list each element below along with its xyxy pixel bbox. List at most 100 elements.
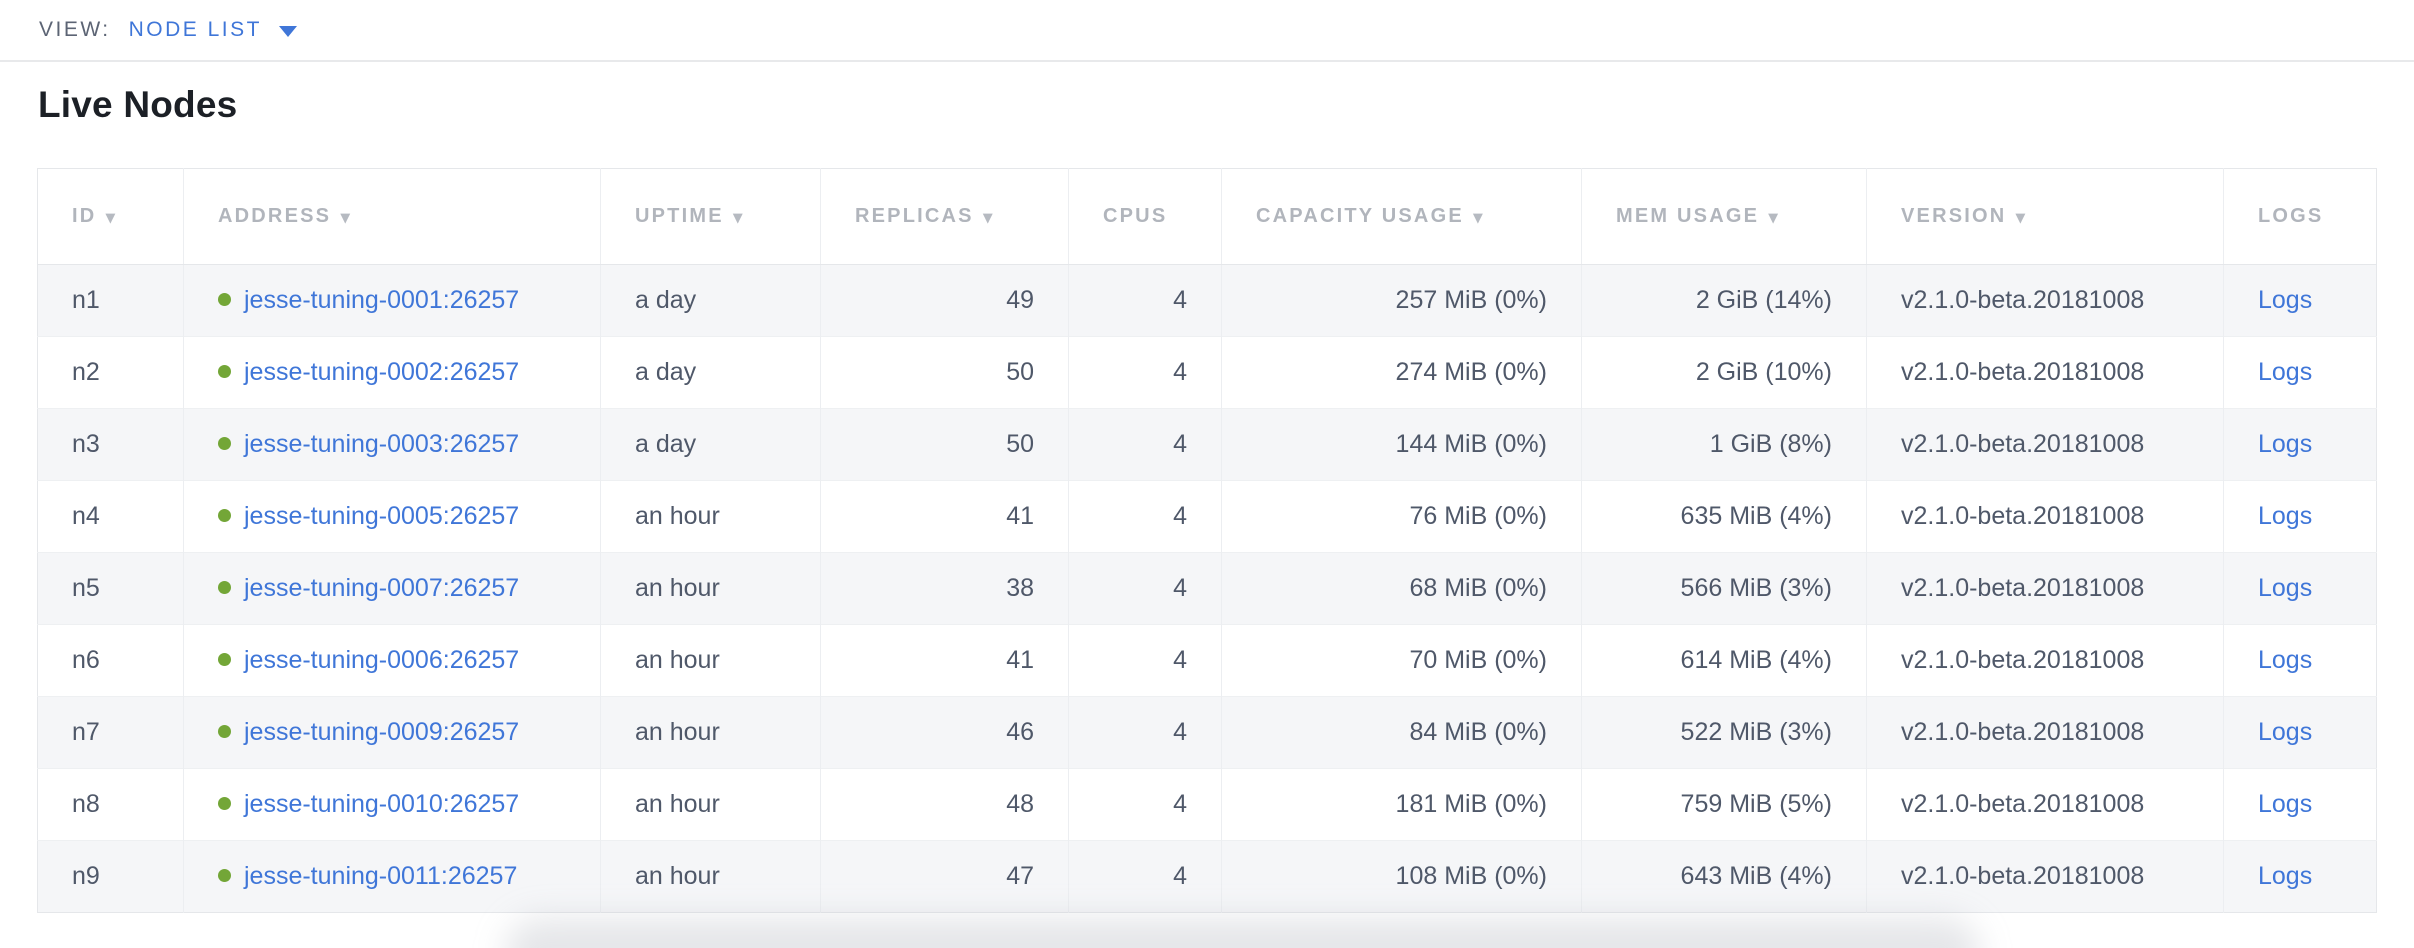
sort-caret-icon: ▼ [340,211,353,226]
column-header-version[interactable]: VERSION ▼ [1866,168,2224,265]
node-logs-link[interactable]: Logs [2258,790,2313,818]
view-selector-dropdown[interactable]: NODE LIST [129,18,297,42]
sort-caret-icon: ▼ [1768,211,1781,226]
cell-id: n6 [37,624,184,697]
live-status-dot [218,365,231,379]
column-label: LOGS [2258,205,2324,227]
cell-logs: Logs [2223,480,2377,553]
node-address-link[interactable]: jesse-tuning-0003:26257 [244,430,520,458]
cell-cpus: 4 [1068,768,1222,841]
page-title: Live Nodes [38,84,238,125]
node-logs-link[interactable]: Logs [2258,646,2313,674]
cell-cpus: 4 [1068,408,1222,481]
table-header-row: ID ▼ ADDRESS ▼ UPTIME ▼ REPLICAS ▼ CPUS CAPACITY … [37,168,2377,265]
cell-mem: 759 MiB (5%) [1581,768,1867,841]
node-logs-link[interactable]: Logs [2258,718,2313,746]
cell-address: jesse-tuning-0011:26257 [183,840,601,913]
column-label: MEM USAGE [1616,205,1760,227]
node-address-link[interactable]: jesse-tuning-0006:26257 [244,646,520,674]
node-logs-link[interactable]: Logs [2258,862,2313,890]
node-address-link[interactable]: jesse-tuning-0011:26257 [244,862,518,890]
cell-address: jesse-tuning-0010:26257 [183,768,601,841]
node-row-n4: n4 jesse-tuning-0005:26257 an hour 41 4 76 Mi… [37,480,2377,553]
cell-uptime: an hour [600,696,821,769]
cell-capacity: 76 MiB (0%) [1221,480,1582,553]
node-address-link[interactable]: jesse-tuning-0010:26257 [244,790,520,818]
cell-mem: 614 MiB (4%) [1581,624,1867,697]
cell-logs: Logs [2223,840,2377,913]
cell-mem: 522 MiB (3%) [1581,696,1867,769]
cell-logs: Logs [2223,408,2377,481]
column-header-capacity[interactable]: CAPACITY USAGE ▼ [1221,168,1582,265]
node-logs-link[interactable]: Logs [2258,286,2313,314]
column-label: UPTIME [635,205,724,227]
cell-capacity: 274 MiB (0%) [1221,336,1582,409]
column-label: VERSION [1901,205,2007,227]
node-logs-link[interactable]: Logs [2258,358,2313,386]
cell-replicas: 49 [820,264,1069,337]
cell-capacity: 144 MiB (0%) [1221,408,1582,481]
node-address-link[interactable]: jesse-tuning-0002:26257 [244,358,520,386]
view-label: VIEW: [39,18,111,41]
cell-id: n5 [37,552,184,625]
column-label: CAPACITY USAGE [1256,205,1464,227]
node-row-n6: n6 jesse-tuning-0006:26257 an hour 41 4 70 Mi… [37,624,2377,697]
column-header-id[interactable]: ID ▼ [37,168,184,265]
sort-caret-icon: ▼ [1472,211,1486,226]
column-header-cpus: CPUS [1068,168,1222,265]
column-header-uptime[interactable]: UPTIME ▼ [600,168,821,265]
cell-uptime: an hour [600,624,821,697]
cell-mem: 2 GiB (10%) [1581,336,1867,409]
cell-version: v2.1.0-beta.20181008 [1866,840,2224,913]
cell-id: n4 [37,480,184,553]
view-selected-value: NODE LIST [128,18,262,41]
column-header-logs: LOGS [2223,168,2377,265]
cell-logs: Logs [2223,768,2377,841]
node-logs-link[interactable]: Logs [2258,430,2313,458]
cell-replicas: 48 [820,768,1069,841]
cell-uptime: an hour [600,552,821,625]
node-logs-link[interactable]: Logs [2258,502,2313,530]
cell-logs: Logs [2223,552,2377,625]
cell-uptime: a day [600,336,821,409]
node-address-link[interactable]: jesse-tuning-0009:26257 [244,718,520,746]
cell-id: n2 [37,336,184,409]
cell-cpus: 4 [1068,336,1222,409]
cell-version: v2.1.0-beta.20181008 [1866,696,2224,769]
cell-replicas: 38 [820,552,1069,625]
cell-version: v2.1.0-beta.20181008 [1866,408,2224,481]
node-address-link[interactable]: jesse-tuning-0001:26257 [244,286,520,314]
cell-capacity: 257 MiB (0%) [1221,264,1582,337]
cell-replicas: 47 [820,840,1069,913]
column-label: ID [72,205,97,227]
node-address-link[interactable]: jesse-tuning-0007:26257 [244,574,520,602]
cell-version: v2.1.0-beta.20181008 [1866,768,2224,841]
node-logs-link[interactable]: Logs [2258,574,2313,602]
cell-cpus: 4 [1068,264,1222,337]
cell-address: jesse-tuning-0009:26257 [183,696,601,769]
node-row-n1: n1 jesse-tuning-0001:26257 a day 49 4 257 MiB… [37,264,2377,337]
cell-replicas: 41 [820,624,1069,697]
cell-uptime: an hour [600,480,821,553]
node-row-n2: n2 jesse-tuning-0002:26257 a day 50 4 274 MiB… [37,336,2377,409]
cell-replicas: 50 [820,408,1069,481]
node-row-n5: n5 jesse-tuning-0007:26257 an hour 38 4 68 Mi… [37,552,2377,625]
sort-caret-icon: ▼ [2015,211,2028,226]
column-header-replicas[interactable]: REPLICAS ▼ [820,168,1069,265]
cell-replicas: 50 [820,336,1069,409]
node-address-link[interactable]: jesse-tuning-0005:26257 [244,502,520,530]
column-header-mem[interactable]: MEM USAGE ▼ [1581,168,1867,265]
cell-uptime: a day [600,408,821,481]
cell-capacity: 108 MiB (0%) [1221,840,1582,913]
cell-mem: 2 GiB (14%) [1581,264,1867,337]
live-status-dot [218,581,231,595]
column-header-address[interactable]: ADDRESS ▼ [183,168,601,265]
cell-logs: Logs [2223,336,2377,409]
table-body: n1 jesse-tuning-0001:26257 a day 49 4 257 MiB… [37,264,2377,913]
sort-caret-icon: ▼ [982,211,995,226]
cell-version: v2.1.0-beta.20181008 [1866,552,2224,625]
cell-capacity: 70 MiB (0%) [1221,624,1582,697]
column-label: REPLICAS [855,205,974,227]
bottom-shadow [505,918,1980,948]
